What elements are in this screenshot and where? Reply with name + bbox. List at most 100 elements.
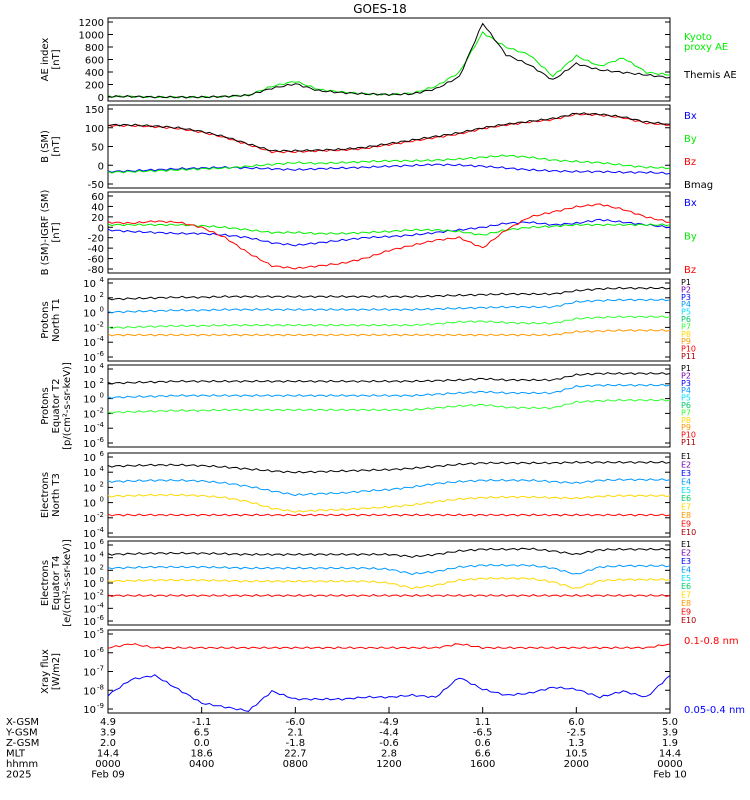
bottom-row-label: Y-GSM <box>5 728 38 739</box>
ytick-exponent: -5 <box>97 627 104 635</box>
series-p7 <box>107 398 671 414</box>
ytick-exponent: -6 <box>97 436 105 444</box>
ytick-exponent: -4 <box>97 335 105 343</box>
ylabel-line: North T3 <box>51 473 62 517</box>
bottom-cell-mlt: 14.4 <box>659 749 681 760</box>
series-bmag <box>107 112 671 153</box>
legend-p1: P1 <box>681 364 691 373</box>
series-themis-ae <box>107 22 671 99</box>
bottom-cell-date: Feb 09 <box>91 770 125 781</box>
legend-e10: E10 <box>681 528 696 537</box>
ytick-exponent: -9 <box>97 702 104 710</box>
bottom-cell-y: -4.4 <box>379 728 399 739</box>
ytick-label: 0 <box>98 161 104 172</box>
series-e1 <box>107 460 671 474</box>
legend-p3: P3 <box>681 379 691 388</box>
ylabel-line: B (SM)-IGRF (SM) <box>40 190 51 276</box>
legend-by: By <box>684 232 697 243</box>
bottom-row-label: X-GSM <box>6 717 39 728</box>
ytick-label: 10 <box>83 294 96 305</box>
legend-p4: P4 <box>681 300 691 309</box>
legend-p3: P3 <box>681 293 691 302</box>
ytick-label: 10 <box>83 566 96 577</box>
bottom-cell-z: -0.6 <box>379 738 399 749</box>
series-e4 <box>107 563 671 576</box>
ytick-exponent: -6 <box>97 646 105 654</box>
legend-p8: P8 <box>681 330 691 339</box>
ytick-label: -20 <box>88 234 104 245</box>
bottom-cell-z: 2.0 <box>100 738 116 749</box>
bottom-cell-mlt: 6.6 <box>475 749 491 760</box>
bottom-cell-mlt: 2.8 <box>381 749 397 760</box>
ytick-label: 10 <box>83 541 96 552</box>
ylabel-line: AE index <box>40 38 51 82</box>
ylabel-line: [nT] <box>51 49 62 69</box>
panel-frame <box>107 364 671 448</box>
bottom-cell-y: 2.1 <box>287 728 303 739</box>
ytick-label: 10 <box>83 514 96 525</box>
bottom-cell-x: -4.9 <box>379 717 399 728</box>
bottom-cell-mlt: 14.4 <box>97 749 119 760</box>
bottom-cell-hhmm: 0000 <box>95 759 120 770</box>
series-e7 <box>107 493 671 513</box>
series-e9 <box>107 513 671 517</box>
ytick-label: 20 <box>91 213 104 224</box>
series-bz <box>107 112 671 154</box>
legend-p7: P7 <box>681 322 691 331</box>
legend-e5: E5 <box>681 486 691 495</box>
legend-0-1-0-8-nm: 0.1-0.8 nm <box>684 636 739 647</box>
bottom-cell-hhmm: 1600 <box>470 759 495 770</box>
panel-frame <box>107 452 671 538</box>
legend-bx: Bx <box>684 111 697 122</box>
series-p7 <box>107 315 671 330</box>
ytick-label: 10 <box>83 353 96 364</box>
legend-e7: E7 <box>681 591 691 600</box>
ytick-label: 10 <box>83 279 96 290</box>
ytick-label: 40 <box>91 202 104 213</box>
legend-p5: P5 <box>681 394 691 403</box>
legend-p10: P10 <box>681 431 696 440</box>
legend-e9: E9 <box>681 520 691 529</box>
series-p1 <box>107 372 671 385</box>
ytick-exponent: 4 <box>100 465 105 473</box>
ytick-label: 10 <box>83 365 96 376</box>
legend-e2: E2 <box>681 548 691 557</box>
ytick-label: 400 <box>85 68 104 79</box>
bottom-row-label: hhmm <box>6 759 38 770</box>
legend-bz: Bz <box>684 157 696 168</box>
bottom-cell-hhmm: 0400 <box>189 759 214 770</box>
ytick-label: 1000 <box>79 31 104 42</box>
ylabel-line: [nT] <box>51 136 62 156</box>
bottom-cell-mlt: 10.5 <box>565 749 587 760</box>
ytick-exponent: -6 <box>97 614 105 622</box>
legend-p9: P9 <box>681 423 691 432</box>
legend-e1: E1 <box>681 452 691 461</box>
ytick-label: 10 <box>83 592 96 603</box>
ylabel-line: [W/m2] <box>51 653 62 690</box>
ytick-label: 800 <box>85 43 104 54</box>
bottom-row-label: 2025 <box>6 770 31 781</box>
legend-bmag: Bmag <box>684 180 713 191</box>
panel-frame <box>107 104 671 189</box>
legend-bz: Bz <box>684 265 696 276</box>
ytick-label: 1200 <box>79 18 104 29</box>
bottom-row-label: Z-GSM <box>6 738 39 749</box>
panel-frame <box>107 17 671 102</box>
ytick-label: 10 <box>83 323 96 334</box>
ytick-label: 10 <box>83 409 96 420</box>
bottom-cell-z: 0.0 <box>194 738 210 749</box>
bottom-cell-y: -6.5 <box>473 728 493 739</box>
ytick-exponent: 2 <box>100 291 104 299</box>
ytick-label: 10 <box>83 668 96 679</box>
ytick-label: 10 <box>83 649 96 660</box>
legend-p6: P6 <box>681 401 691 410</box>
ylabel-line: Xray flux <box>40 649 51 694</box>
ytick-label: 10 <box>83 630 96 641</box>
legend-p8: P8 <box>681 416 691 425</box>
bottom-cell-x: 6.0 <box>568 717 584 728</box>
series-by <box>107 154 671 174</box>
ytick-exponent: 6 <box>100 450 105 458</box>
